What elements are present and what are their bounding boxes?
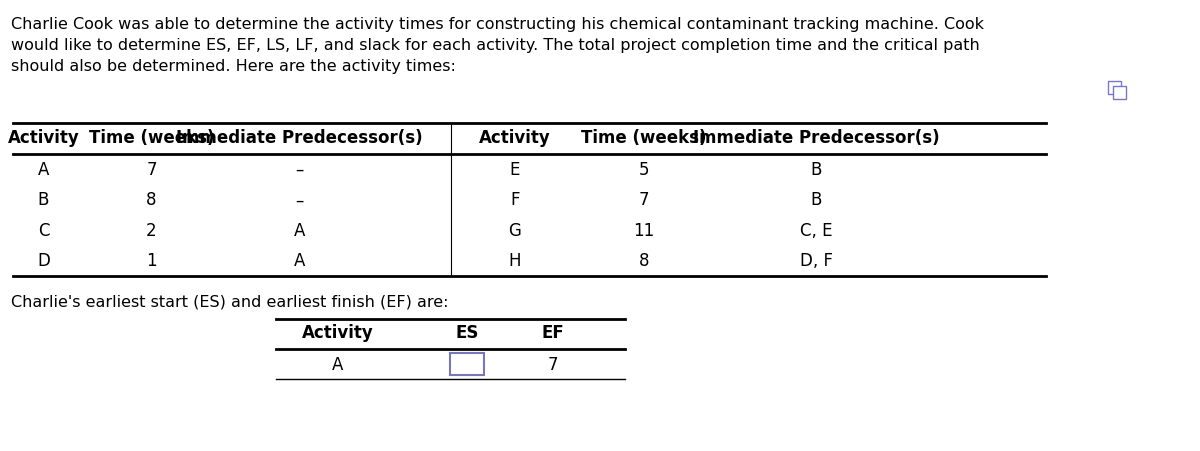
Text: G: G [509,221,521,239]
FancyBboxPatch shape [1112,87,1126,100]
Text: H: H [509,252,521,270]
FancyBboxPatch shape [450,353,485,375]
Text: E: E [510,161,520,178]
Text: A: A [332,355,343,373]
Text: 7: 7 [638,191,649,209]
Text: Charlie Cook was able to determine the activity times for constructing his chemi: Charlie Cook was able to determine the a… [11,17,984,32]
Text: A: A [37,161,49,178]
FancyBboxPatch shape [1108,82,1121,95]
Text: B: B [810,191,822,209]
Text: Time (weeks): Time (weeks) [89,129,215,147]
Text: Time (weeks): Time (weeks) [581,129,707,147]
Text: Activity: Activity [302,324,374,342]
Text: C, E: C, E [800,221,833,239]
Text: B: B [37,191,49,209]
Text: D, F: D, F [799,252,833,270]
Text: would like to determine ES, EF, LS, LF, and slack for each activity. The total p: would like to determine ES, EF, LS, LF, … [11,38,979,53]
Text: –: – [295,191,304,209]
Text: A: A [294,221,306,239]
Text: should also be determined. Here are the activity times:: should also be determined. Here are the … [11,59,456,74]
Text: 7: 7 [146,161,157,178]
Text: 11: 11 [634,221,655,239]
Text: B: B [810,161,822,178]
Text: ES: ES [456,324,479,342]
Text: Immediate Predecessor(s): Immediate Predecessor(s) [692,129,940,147]
Text: Charlie's earliest start (ES) and earliest finish (EF) are:: Charlie's earliest start (ES) and earlie… [11,294,449,309]
Text: 5: 5 [638,161,649,178]
Text: F: F [510,191,520,209]
Text: 2: 2 [146,221,157,239]
Text: C: C [37,221,49,239]
Text: D: D [37,252,50,270]
Text: Activity: Activity [479,129,551,147]
Text: EF: EF [541,324,564,342]
Text: –: – [295,161,304,178]
Text: 8: 8 [146,191,157,209]
Text: 8: 8 [638,252,649,270]
Text: Activity: Activity [7,129,79,147]
Text: 1: 1 [146,252,157,270]
Text: Immediate Predecessor(s): Immediate Predecessor(s) [176,129,424,147]
Text: 7: 7 [548,355,558,373]
Text: A: A [294,252,306,270]
